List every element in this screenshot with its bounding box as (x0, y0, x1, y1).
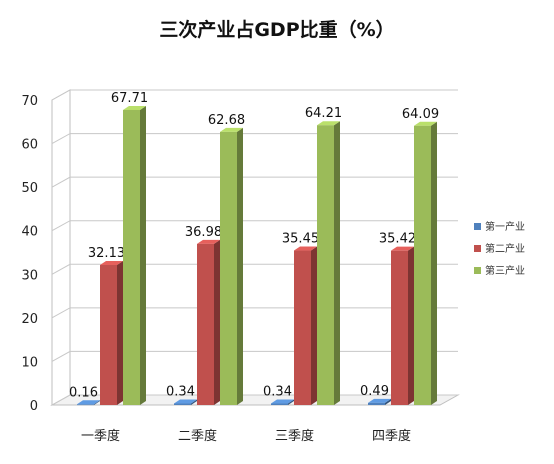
bar-front (391, 250, 408, 405)
bar-front (317, 125, 334, 406)
data-label: 36.98 (185, 225, 222, 240)
bar (197, 239, 220, 405)
gridline (51, 176, 458, 188)
bar-front (271, 403, 288, 405)
bar-top (220, 127, 243, 132)
bar (100, 261, 123, 405)
x-tick-label: 三季度 (275, 428, 314, 444)
y-tick-label: 0 (30, 399, 38, 414)
bar (317, 121, 340, 406)
chart-title: 三次产业占GDP比重（%） (159, 18, 394, 41)
bar-top (294, 246, 317, 251)
bar (220, 127, 243, 405)
data-label: 62.68 (208, 113, 245, 128)
bar-top (100, 261, 123, 266)
bar-top (174, 399, 197, 404)
legend-label: 第二产业 (485, 242, 525, 255)
y-tick-label: 70 (21, 94, 38, 109)
data-label: 0.16 (69, 385, 98, 400)
bar-top (271, 399, 294, 404)
legend-label: 第一产业 (485, 220, 525, 233)
bar (123, 105, 146, 406)
bar-side (214, 239, 220, 405)
bar-side (385, 398, 391, 405)
bar-top (317, 121, 340, 126)
legend-swatch (474, 267, 481, 274)
bar (77, 400, 100, 406)
bar-top (391, 246, 414, 251)
bar (414, 121, 437, 405)
gridline (51, 220, 458, 232)
bar-side (288, 399, 294, 405)
bar-front (220, 131, 237, 405)
bar (391, 246, 414, 405)
y-tick-label: 30 (21, 268, 38, 283)
y-tick-label: 60 (21, 138, 38, 153)
data-label: 35.42 (379, 232, 416, 247)
data-label: 0.34 (263, 385, 292, 400)
bar-top (123, 105, 146, 110)
bar (368, 398, 391, 405)
x-tick-label: 二季度 (178, 428, 217, 444)
bar-front (414, 125, 431, 405)
bar-side (408, 246, 414, 405)
bar-top (197, 239, 220, 244)
bar-top (414, 121, 437, 126)
bar-side (237, 127, 243, 405)
bar-front (123, 109, 140, 406)
bar-side (117, 261, 123, 405)
data-label: 0.49 (360, 384, 389, 399)
bar-side (94, 400, 100, 405)
bar (294, 246, 317, 405)
data-label: 35.45 (282, 232, 319, 247)
data-label: 64.21 (305, 106, 342, 121)
x-tick-label: 一季度 (81, 428, 120, 444)
x-tick-label: 四季度 (372, 428, 411, 444)
bar-front (100, 265, 117, 405)
chart-side-wall (51, 89, 71, 406)
legend-swatch (474, 223, 481, 230)
data-label: 67.71 (111, 91, 148, 106)
bar-side (431, 121, 437, 405)
bar-front (174, 403, 191, 405)
bar (271, 399, 294, 405)
bar (174, 399, 197, 405)
gridline (51, 89, 458, 101)
data-label: 32.13 (88, 246, 125, 261)
bar-side (311, 246, 317, 405)
bar-side (334, 121, 340, 406)
y-tick-label: 40 (21, 225, 38, 240)
bar-front (294, 250, 311, 405)
data-label: 64.09 (402, 107, 439, 122)
bar-top (77, 400, 100, 405)
gridline (51, 133, 458, 145)
legend-label: 第三产业 (485, 264, 525, 277)
y-tick-label: 20 (21, 312, 38, 327)
bar-side (191, 399, 197, 405)
legend-swatch (474, 245, 481, 252)
bar-front (368, 402, 385, 405)
data-label: 0.34 (166, 385, 195, 400)
bar-front (77, 404, 94, 406)
y-tick-label: 50 (21, 181, 38, 196)
y-tick-label: 10 (21, 355, 38, 370)
bar-side (140, 105, 146, 406)
bar-top (368, 398, 391, 403)
bar-front (197, 243, 214, 405)
